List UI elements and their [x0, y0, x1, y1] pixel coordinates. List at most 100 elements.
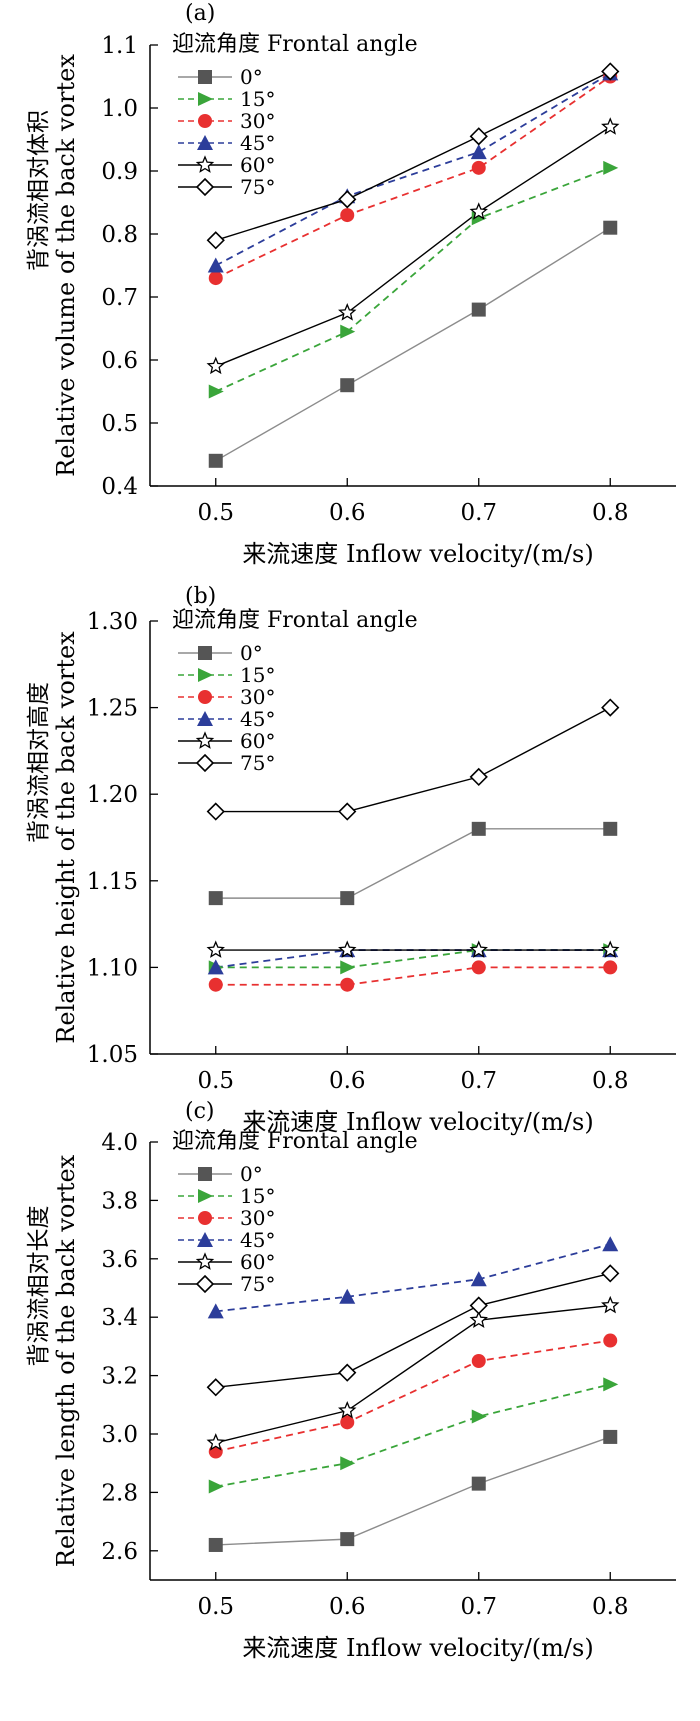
y-axis-label-cn: 背涡流相对高度	[26, 682, 52, 843]
data-point	[206, 231, 225, 250]
x-tick-label: 0.5	[197, 500, 234, 526]
data-point	[603, 1377, 619, 1392]
data-point	[340, 1456, 356, 1471]
legend-title: 迎流角度 Frontal angle	[172, 608, 418, 633]
data-point	[206, 1433, 225, 1451]
y-tick-label: 1.1	[101, 33, 138, 59]
x-axis-label: 来流速度 Inflow velocity/(m/s)	[242, 540, 593, 568]
legend-marker	[197, 711, 213, 726]
y-axis-label-cn: 背涡流相对体积	[26, 110, 52, 271]
panel-label: (b)	[185, 584, 216, 609]
legend-marker	[195, 155, 215, 173]
y-tick-label: 1.15	[87, 869, 138, 895]
legend-label: 15°	[240, 1184, 275, 1208]
data-point	[603, 160, 619, 175]
y-tick-label: 0.4	[101, 474, 138, 500]
y-tick-label: 1.30	[87, 609, 138, 635]
data-point	[339, 1288, 356, 1304]
data-point	[340, 977, 355, 992]
data-point	[208, 453, 223, 468]
series-line	[215, 75, 611, 279]
legend-label: 15°	[240, 87, 275, 111]
data-point	[471, 1354, 486, 1368]
data-point	[601, 698, 620, 717]
series-line	[215, 167, 611, 393]
data-point	[338, 1363, 357, 1382]
legend-label: 75°	[240, 1272, 275, 1296]
legend-label: 60°	[240, 153, 275, 177]
legend-marker	[197, 1232, 213, 1247]
data-point	[208, 977, 223, 992]
chart-panel-a: (a) 0.4 0.5 0.6 0.7 0.8 0.9 1.0 1.1 0.5 0.6 0.7 0.8 来…	[26, 1, 676, 568]
x-tick-label: 0.8	[592, 1068, 629, 1094]
legend-marker	[198, 114, 212, 128]
series-line	[215, 227, 611, 462]
y-tick-label: 2.6	[101, 1539, 138, 1565]
series-line	[215, 70, 611, 241]
series-line	[215, 828, 611, 899]
x-tick-label: 0.6	[329, 500, 366, 526]
data-point	[206, 1378, 225, 1397]
data-point	[469, 1310, 488, 1328]
y-tick-label: 0.5	[101, 411, 138, 437]
data-point	[471, 302, 486, 317]
data-point	[208, 1479, 224, 1494]
data-point	[206, 802, 225, 821]
data-point	[603, 220, 618, 235]
series-line	[215, 706, 611, 813]
data-point	[469, 202, 488, 220]
legend-label: 0°	[240, 65, 263, 89]
x-tick-label: 0.8	[592, 1594, 629, 1620]
y-tick-label: 0.9	[101, 159, 138, 185]
data-point	[471, 1476, 486, 1491]
data-point	[207, 1303, 224, 1319]
data-point	[469, 767, 488, 787]
legend-label: 0°	[240, 1162, 263, 1186]
y-tick-label: 0.8	[101, 222, 138, 248]
y-tick-label: 4.0	[101, 1130, 138, 1156]
data-point	[208, 1537, 223, 1552]
y-tick-label: 1.0	[101, 96, 138, 122]
series-line	[215, 1339, 611, 1453]
series-line	[215, 1272, 611, 1388]
panel-label: (a)	[185, 1, 215, 26]
series-line	[215, 1436, 611, 1546]
legend-label: 30°	[240, 685, 275, 709]
legend: 迎流角度 Frontal angle 0°15°30°45°60°75°	[172, 1129, 418, 1296]
data-point	[471, 821, 486, 836]
data-point	[207, 959, 224, 975]
y-tick-label: 3.2	[101, 1364, 138, 1390]
x-tick-label: 0.7	[460, 500, 497, 526]
data-point	[469, 940, 488, 958]
data-point	[340, 960, 356, 975]
x-axis-label: 来流速度 Inflow velocity/(m/s)	[242, 1108, 593, 1136]
data-point	[338, 802, 357, 821]
y-axis-label-en: Relative length of the back vortex	[52, 1154, 80, 1567]
panel-label: (c)	[185, 1099, 215, 1124]
series-line	[215, 1243, 611, 1313]
legend-marker	[195, 177, 215, 197]
y-tick-label: 3.6	[101, 1247, 138, 1273]
data-point	[601, 940, 620, 958]
legend: 迎流角度 Frontal angle 0°15°30°45°60°75°	[172, 32, 418, 199]
legend-marker	[195, 1274, 215, 1294]
data-point	[206, 940, 225, 958]
y-tick-label: 1.05	[87, 1042, 138, 1068]
data-point	[340, 1532, 355, 1547]
legend-marker	[198, 668, 213, 682]
data-point	[469, 127, 488, 146]
y-tick-label: 1.10	[87, 955, 138, 981]
data-point	[601, 117, 620, 135]
data-point	[207, 257, 224, 273]
data-point	[208, 891, 223, 906]
x-tick-label: 0.5	[197, 1594, 234, 1620]
data-point	[603, 821, 618, 836]
y-tick-label: 3.8	[101, 1188, 138, 1214]
y-axis-label-en: Relative height of the back vortex	[52, 631, 80, 1044]
legend-marker	[198, 646, 212, 660]
legend-marker	[198, 92, 213, 106]
data-point	[470, 1271, 487, 1287]
data-point	[471, 1409, 487, 1424]
legend-label: 60°	[240, 729, 275, 753]
series-line	[215, 1383, 611, 1488]
